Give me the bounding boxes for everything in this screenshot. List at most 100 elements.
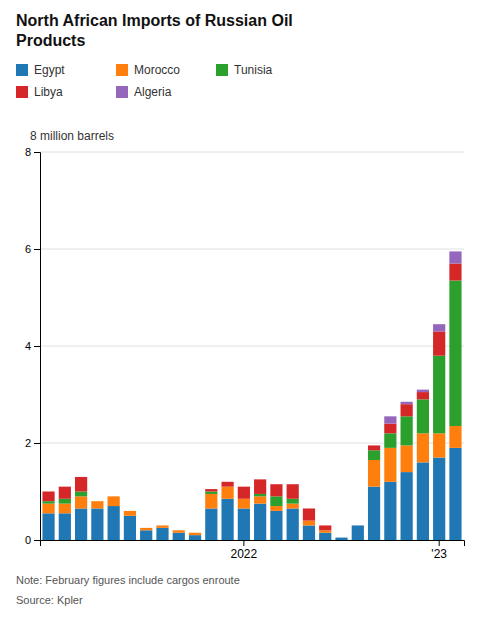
bar bbox=[75, 477, 87, 492]
bar bbox=[42, 491, 54, 492]
bar bbox=[108, 496, 120, 506]
bar bbox=[238, 499, 250, 509]
y-tick-label: 6 bbox=[25, 243, 31, 255]
bar bbox=[91, 501, 103, 502]
x-tick: '23 bbox=[431, 540, 447, 561]
bar bbox=[254, 504, 266, 540]
plot: 2022'2302468 bbox=[25, 146, 465, 561]
bar bbox=[433, 458, 445, 540]
bar bbox=[173, 530, 185, 532]
x-axis-line bbox=[41, 541, 465, 547]
y-axis-label: 8 million barrels bbox=[30, 129, 114, 143]
bar bbox=[254, 479, 266, 494]
grid bbox=[40, 152, 464, 540]
bar bbox=[352, 525, 364, 526]
bar bbox=[205, 489, 217, 491]
bar bbox=[221, 487, 233, 499]
y-axis: 02468 bbox=[25, 146, 41, 546]
bar bbox=[384, 424, 396, 434]
bar bbox=[42, 513, 54, 540]
bar bbox=[401, 404, 413, 416]
bar bbox=[417, 390, 429, 392]
y-tick-label: 0 bbox=[25, 534, 31, 546]
legend-item: Algeria bbox=[116, 85, 172, 99]
y-tick-mark bbox=[34, 346, 40, 347]
bar bbox=[303, 508, 315, 520]
bar bbox=[42, 504, 54, 514]
bar bbox=[156, 525, 168, 526]
legend-swatch bbox=[16, 64, 28, 76]
bar bbox=[368, 487, 380, 540]
legend: Egypt Morocco Tunisia Libya Algeria bbox=[16, 63, 273, 99]
bar-series bbox=[42, 264, 461, 531]
bar bbox=[205, 492, 217, 494]
legend-swatch bbox=[116, 64, 128, 76]
legend-item: Tunisia bbox=[216, 63, 273, 77]
bar bbox=[189, 533, 201, 535]
bar bbox=[270, 511, 282, 540]
bar bbox=[287, 504, 299, 509]
chart-container: North African Imports of Russian OilProd… bbox=[0, 0, 480, 624]
bar-series bbox=[42, 281, 461, 507]
legend-swatch bbox=[116, 86, 128, 98]
bar-series bbox=[42, 448, 461, 540]
bar bbox=[254, 496, 266, 503]
bar bbox=[124, 510, 136, 511]
legend-label: Egypt bbox=[34, 63, 65, 77]
bar bbox=[287, 508, 299, 540]
x-tick-mark bbox=[243, 540, 244, 546]
bar bbox=[401, 445, 413, 472]
bar bbox=[124, 511, 136, 516]
bar bbox=[449, 281, 461, 427]
bar bbox=[319, 525, 331, 526]
legend-label: Libya bbox=[34, 85, 63, 99]
bar bbox=[270, 506, 282, 511]
bar bbox=[433, 356, 445, 434]
x-tick-label: 2022 bbox=[231, 547, 258, 561]
bar bbox=[384, 433, 396, 448]
bar bbox=[108, 496, 120, 497]
grid-line bbox=[40, 443, 464, 444]
bar bbox=[59, 499, 71, 504]
bar bbox=[75, 476, 87, 477]
annotation: Note: February figures include cargos en… bbox=[16, 574, 240, 586]
bar bbox=[108, 496, 120, 497]
x-axis: 2022 '23 bbox=[41, 540, 465, 561]
y-tick: 0 bbox=[25, 534, 40, 546]
bar bbox=[449, 426, 461, 448]
bar bbox=[352, 525, 364, 526]
bar bbox=[270, 496, 282, 506]
bar bbox=[124, 516, 136, 540]
bar bbox=[173, 530, 185, 531]
bar bbox=[205, 494, 217, 509]
bar-series bbox=[42, 426, 461, 535]
bar bbox=[156, 525, 168, 526]
bar bbox=[156, 528, 168, 540]
bar bbox=[287, 499, 299, 504]
bar bbox=[417, 433, 429, 462]
bar bbox=[205, 489, 217, 490]
y-tick-mark bbox=[34, 249, 40, 250]
y-tick: 6 bbox=[25, 243, 40, 255]
bar bbox=[59, 486, 71, 487]
bar bbox=[189, 535, 201, 540]
bar bbox=[401, 416, 413, 445]
bar bbox=[417, 462, 429, 540]
bar bbox=[59, 487, 71, 499]
bar bbox=[319, 525, 331, 530]
x-tick-mark bbox=[439, 540, 440, 546]
bar bbox=[335, 537, 347, 538]
bar bbox=[417, 399, 429, 433]
bar bbox=[59, 513, 71, 540]
grid-line bbox=[40, 152, 464, 153]
y-axis-line bbox=[34, 153, 41, 541]
bar bbox=[108, 506, 120, 540]
bar bbox=[42, 492, 54, 502]
legend-swatch bbox=[216, 64, 228, 76]
bar bbox=[303, 525, 315, 540]
bar bbox=[140, 530, 152, 540]
legend-item: Morocco bbox=[116, 63, 180, 77]
y-tick-label: 2 bbox=[25, 437, 31, 449]
y-tick-mark bbox=[34, 443, 40, 444]
bar bbox=[189, 532, 201, 533]
